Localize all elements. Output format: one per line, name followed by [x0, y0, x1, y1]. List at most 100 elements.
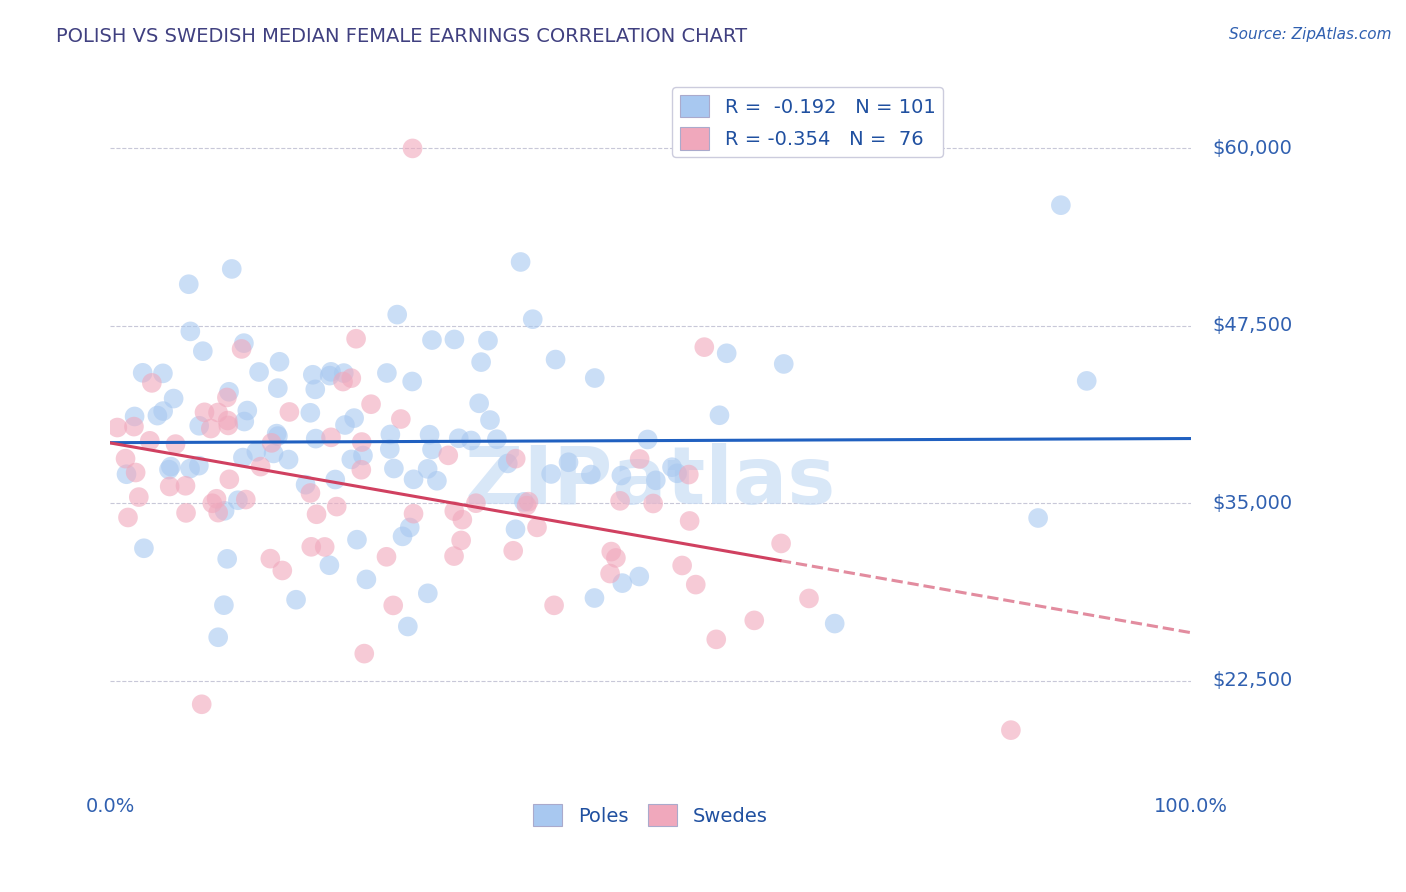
- Point: [267, 429, 290, 443]
- Point: [263, 446, 285, 460]
- Text: $35,000: $35,000: [1212, 494, 1292, 513]
- Point: [505, 522, 527, 536]
- Point: [661, 460, 683, 475]
- Point: [704, 632, 727, 647]
- Point: [1050, 198, 1073, 212]
- Point: [179, 325, 201, 339]
- Point: [502, 543, 524, 558]
- Point: [177, 277, 200, 292]
- Point: [299, 486, 322, 500]
- Point: [543, 599, 565, 613]
- Point: [159, 479, 181, 493]
- Point: [583, 591, 606, 605]
- Point: [235, 492, 257, 507]
- Point: [742, 613, 765, 627]
- Point: [382, 599, 405, 613]
- Point: [333, 417, 356, 432]
- Point: [557, 455, 579, 469]
- Point: [353, 647, 375, 661]
- Point: [266, 426, 288, 441]
- Point: [628, 569, 651, 583]
- Point: [1026, 511, 1049, 525]
- Point: [344, 332, 367, 346]
- Point: [426, 474, 449, 488]
- Point: [398, 520, 420, 534]
- Point: [443, 504, 465, 518]
- Point: [600, 544, 623, 558]
- Point: [141, 376, 163, 390]
- Point: [437, 448, 460, 462]
- Point: [416, 462, 439, 476]
- Point: [401, 141, 423, 155]
- Point: [277, 452, 299, 467]
- Point: [477, 334, 499, 348]
- Point: [350, 463, 373, 477]
- Point: [352, 449, 374, 463]
- Point: [685, 577, 707, 591]
- Point: [231, 342, 253, 356]
- Point: [605, 550, 627, 565]
- Point: [387, 308, 409, 322]
- Point: [267, 381, 290, 395]
- Point: [319, 430, 342, 444]
- Point: [678, 514, 700, 528]
- Point: [402, 507, 425, 521]
- Point: [609, 493, 631, 508]
- Point: [128, 490, 150, 504]
- Point: [218, 472, 240, 486]
- Point: [340, 371, 363, 385]
- Point: [451, 513, 474, 527]
- Point: [299, 540, 322, 554]
- Point: [599, 566, 621, 581]
- Point: [215, 391, 238, 405]
- Point: [1000, 723, 1022, 738]
- Point: [269, 355, 291, 369]
- Point: [165, 437, 187, 451]
- Point: [117, 510, 139, 524]
- Point: [583, 371, 606, 385]
- Point: [260, 435, 283, 450]
- Point: [389, 412, 412, 426]
- Point: [637, 433, 659, 447]
- Point: [299, 406, 322, 420]
- Point: [468, 396, 491, 410]
- Point: [214, 504, 236, 518]
- Point: [772, 357, 794, 371]
- Point: [188, 418, 211, 433]
- Point: [115, 467, 138, 482]
- Point: [233, 415, 256, 429]
- Point: [217, 413, 239, 427]
- Point: [610, 468, 633, 483]
- Point: [350, 435, 373, 450]
- Point: [666, 467, 689, 481]
- Point: [824, 616, 846, 631]
- Point: [207, 630, 229, 644]
- Point: [447, 431, 470, 445]
- Point: [671, 558, 693, 573]
- Point: [420, 333, 443, 347]
- Point: [420, 442, 443, 457]
- Point: [212, 598, 235, 612]
- Point: [496, 457, 519, 471]
- Point: [479, 413, 502, 427]
- Point: [152, 367, 174, 381]
- Point: [419, 427, 441, 442]
- Point: [485, 432, 508, 446]
- Point: [152, 404, 174, 418]
- Point: [509, 255, 531, 269]
- Point: [375, 549, 398, 564]
- Point: [179, 461, 201, 475]
- Point: [285, 592, 308, 607]
- Legend: Poles, Swedes: Poles, Swedes: [526, 797, 775, 834]
- Point: [218, 384, 240, 399]
- Point: [323, 473, 346, 487]
- Point: [540, 467, 562, 481]
- Point: [505, 451, 527, 466]
- Point: [139, 434, 162, 448]
- Text: Source: ZipAtlas.com: Source: ZipAtlas.com: [1229, 27, 1392, 42]
- Point: [340, 452, 363, 467]
- Point: [131, 366, 153, 380]
- Point: [333, 366, 356, 380]
- Point: [318, 558, 340, 573]
- Point: [522, 312, 544, 326]
